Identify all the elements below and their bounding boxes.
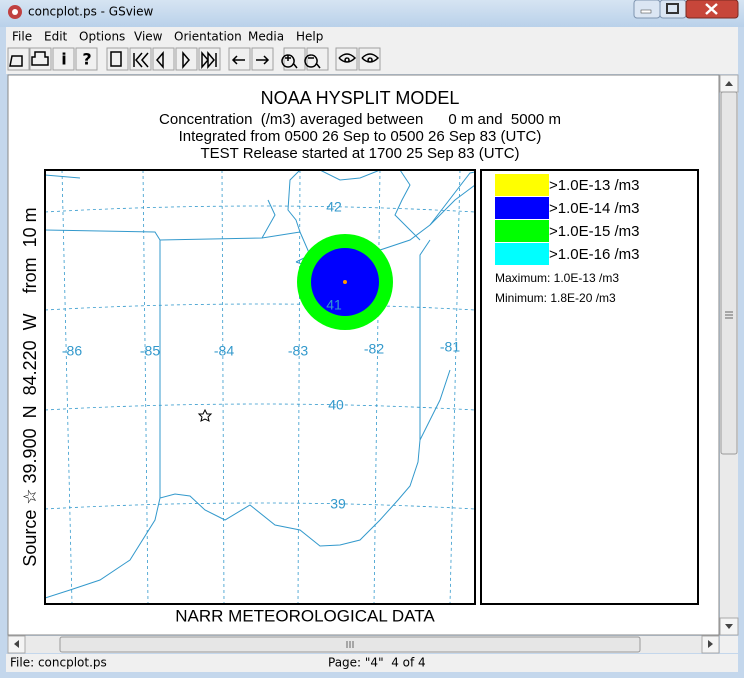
longitude-label: -86 bbox=[62, 343, 82, 359]
longitude-label: -84 bbox=[214, 343, 234, 359]
status-bar bbox=[6, 654, 738, 672]
plot-title: NOAA HYSPLIT MODEL bbox=[261, 88, 460, 108]
map: -86 -85 -84 -83 -82 -81 42 41 40 39 bbox=[44, 169, 476, 605]
legend-label: >1.0E-14 /m3 bbox=[549, 200, 639, 217]
toolbar-icon bbox=[201, 50, 217, 70]
legend-box bbox=[480, 169, 699, 605]
toolbar-button[interactable] bbox=[175, 47, 198, 71]
menu-item[interactable]: Options bbox=[79, 30, 125, 44]
toolbar-icon bbox=[156, 50, 164, 70]
minimize-button[interactable] bbox=[633, 0, 661, 19]
latitude-label: 41 bbox=[326, 297, 342, 313]
scroll-corner bbox=[720, 636, 738, 653]
latitude-label: 40 bbox=[328, 397, 344, 413]
title-bar bbox=[0, 0, 744, 27]
maximize-button[interactable] bbox=[659, 0, 687, 19]
toolbar-button[interactable] bbox=[7, 47, 30, 71]
plot-subtitle: Concentration (/m3) averaged between 0 m… bbox=[159, 111, 561, 128]
legend-label: >1.0E-15 /m3 bbox=[549, 223, 639, 240]
toolbar-icon bbox=[256, 55, 270, 65]
toolbar-info[interactable]: i bbox=[61, 50, 66, 69]
toolbar-button[interactable] bbox=[75, 47, 98, 71]
horizontal-scrollbar[interactable] bbox=[7, 635, 720, 654]
toolbar-icon bbox=[361, 53, 380, 63]
toolbar-icon bbox=[304, 54, 321, 69]
toolbar-icon bbox=[182, 50, 190, 70]
menu-item[interactable]: Orientation bbox=[174, 30, 242, 44]
toolbar-icon bbox=[31, 51, 49, 66]
close-button[interactable] bbox=[685, 0, 739, 19]
latitude-label: 39 bbox=[330, 496, 346, 512]
toolbar-button[interactable] bbox=[106, 47, 129, 71]
status-file: File: concplot.ps bbox=[10, 656, 107, 670]
legend-label: >1.0E-16 /m3 bbox=[549, 246, 639, 263]
concentration-contours bbox=[297, 234, 393, 330]
toolbar-button[interactable] bbox=[358, 47, 381, 71]
source-label: Source ☆ 39.900 N 84.220 W from 10 m bbox=[20, 207, 40, 566]
window-title: concplot.ps - GSview bbox=[28, 5, 154, 19]
legend-swatch bbox=[495, 174, 549, 196]
menu-item[interactable]: Media bbox=[248, 30, 284, 44]
latitude-label: 42 bbox=[326, 199, 342, 215]
toolbar-help[interactable]: ? bbox=[82, 50, 91, 69]
menu-item[interactable]: Edit bbox=[44, 30, 68, 44]
map-border bbox=[44, 169, 476, 605]
toolbar-button[interactable] bbox=[228, 47, 251, 71]
document-view bbox=[7, 74, 720, 636]
plot-subtitle: Integrated from 0500 26 Sep to 0500 26 S… bbox=[179, 128, 542, 145]
toolbar-icon bbox=[133, 52, 149, 68]
state-boundaries bbox=[45, 170, 475, 599]
toolbar-button[interactable] bbox=[335, 47, 358, 71]
toolbar-icon bbox=[281, 54, 298, 69]
longitude-label: -83 bbox=[288, 343, 308, 359]
vertical-scrollbar[interactable] bbox=[719, 74, 739, 636]
toolbar-icon bbox=[231, 55, 245, 65]
legend-label: >1.0E-13 /m3 bbox=[549, 177, 639, 194]
menu-item[interactable]: Help bbox=[296, 30, 323, 44]
longitude-label: -82 bbox=[364, 341, 384, 357]
longitude-label: -85 bbox=[140, 343, 160, 359]
menu-item[interactable]: File bbox=[12, 30, 32, 44]
menu-item[interactable]: View bbox=[134, 30, 163, 44]
legend-swatch bbox=[495, 197, 549, 219]
plot-subtitle: TEST Release started at 1700 25 Sep 83 (… bbox=[200, 145, 519, 162]
legend-swatch bbox=[495, 220, 549, 242]
status-page: Page: "4" 4 of 4 bbox=[328, 656, 426, 670]
toolbar-icon bbox=[9, 55, 23, 67]
footer-label: NARR METEOROLOGICAL DATA bbox=[175, 606, 435, 625]
maximum-label: Maximum: 1.0E-13 /m3 bbox=[495, 271, 619, 285]
app-icon bbox=[8, 5, 22, 19]
longitude-label: -81 bbox=[440, 339, 460, 355]
source-star bbox=[197, 408, 213, 422]
menu-bar bbox=[6, 27, 738, 46]
toolbar-button[interactable] bbox=[52, 47, 75, 71]
minimum-label: Minimum: 1.8E-20 /m3 bbox=[495, 291, 616, 305]
toolbar-button[interactable] bbox=[251, 47, 274, 71]
toolbar-icon bbox=[110, 51, 122, 67]
toolbar-icon bbox=[338, 53, 357, 63]
legend-swatch bbox=[495, 243, 549, 265]
release-point bbox=[343, 280, 347, 284]
